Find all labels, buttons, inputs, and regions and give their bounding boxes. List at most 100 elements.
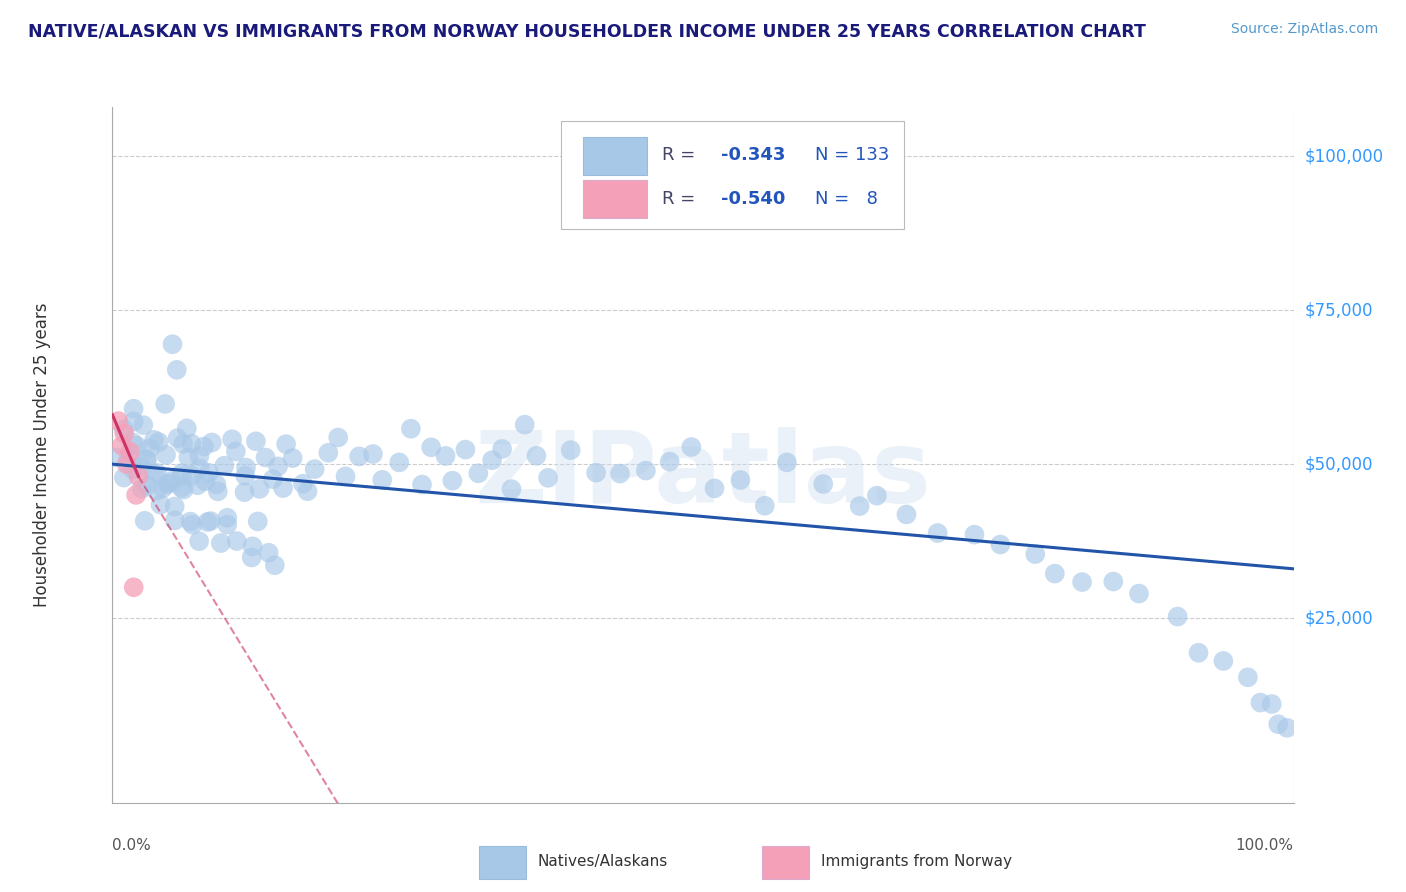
- Point: [988, 537, 1011, 551]
- Point: [152, 481, 174, 495]
- Point: [1071, 574, 1094, 589]
- Point: [181, 517, 204, 532]
- Point: [335, 469, 357, 483]
- Point: [155, 448, 177, 462]
- Point: [297, 484, 319, 499]
- Point: [127, 469, 149, 483]
- Point: [115, 457, 138, 471]
- Point: [112, 422, 135, 436]
- Point: [526, 449, 548, 463]
- Point: [180, 436, 202, 450]
- FancyBboxPatch shape: [582, 180, 648, 218]
- Point: [1275, 721, 1298, 735]
- Point: [166, 363, 188, 377]
- Point: [177, 450, 200, 465]
- Point: [245, 434, 267, 449]
- Point: [163, 500, 186, 514]
- Point: [441, 474, 464, 488]
- Point: [848, 499, 870, 513]
- Point: [927, 526, 949, 541]
- Point: [145, 483, 167, 498]
- Point: [149, 498, 172, 512]
- Point: [122, 401, 145, 416]
- Point: [896, 508, 918, 522]
- Point: [112, 426, 135, 441]
- Point: [388, 455, 411, 469]
- Point: [148, 435, 170, 450]
- Text: Householder Income Under 25 years: Householder Income Under 25 years: [32, 302, 51, 607]
- Point: [117, 450, 139, 465]
- Point: [200, 514, 222, 528]
- Point: [703, 482, 725, 496]
- Text: Source: ZipAtlas.com: Source: ZipAtlas.com: [1230, 22, 1378, 37]
- Point: [242, 539, 264, 553]
- Point: [214, 458, 236, 473]
- Text: N = 133: N = 133: [815, 146, 890, 164]
- Point: [730, 473, 752, 487]
- Point: [188, 534, 211, 549]
- Point: [180, 468, 202, 483]
- Point: [262, 472, 284, 486]
- Point: [205, 477, 228, 491]
- Point: [254, 450, 277, 465]
- Point: [135, 451, 157, 466]
- FancyBboxPatch shape: [582, 136, 648, 175]
- Point: [399, 422, 422, 436]
- Point: [1128, 586, 1150, 600]
- Point: [411, 477, 433, 491]
- Text: R =: R =: [662, 190, 700, 208]
- Point: [156, 477, 179, 491]
- Point: [172, 469, 194, 483]
- Text: -0.540: -0.540: [721, 190, 785, 208]
- Point: [1187, 646, 1209, 660]
- Point: [120, 445, 142, 459]
- Point: [866, 489, 889, 503]
- Point: [481, 453, 503, 467]
- Point: [491, 442, 513, 456]
- Point: [1167, 609, 1189, 624]
- Point: [125, 488, 148, 502]
- Point: [1043, 566, 1066, 581]
- Point: [209, 536, 232, 550]
- Point: [122, 415, 145, 429]
- Point: [501, 482, 523, 496]
- Point: [225, 534, 247, 549]
- Point: [225, 444, 247, 458]
- Point: [160, 474, 183, 488]
- Point: [467, 467, 489, 481]
- FancyBboxPatch shape: [561, 121, 904, 229]
- Point: [131, 482, 153, 496]
- Point: [257, 546, 280, 560]
- Point: [328, 430, 350, 444]
- Text: -0.343: -0.343: [721, 146, 785, 164]
- Point: [129, 459, 152, 474]
- Text: $100,000: $100,000: [1305, 147, 1384, 165]
- Point: [136, 453, 159, 467]
- Point: [1212, 654, 1234, 668]
- Point: [111, 439, 134, 453]
- Point: [217, 510, 239, 524]
- Point: [420, 440, 443, 454]
- Point: [513, 417, 536, 432]
- Point: [143, 433, 166, 447]
- Point: [434, 449, 457, 463]
- Text: ZIPatlas: ZIPatlas: [475, 427, 931, 524]
- Point: [304, 462, 326, 476]
- Point: [249, 482, 271, 496]
- FancyBboxPatch shape: [478, 846, 526, 880]
- Point: [361, 447, 384, 461]
- Point: [658, 455, 681, 469]
- Text: 100.0%: 100.0%: [1236, 838, 1294, 853]
- Point: [139, 442, 162, 456]
- Point: [585, 466, 607, 480]
- Point: [143, 467, 166, 481]
- Point: [125, 439, 148, 453]
- Point: [221, 432, 243, 446]
- Point: [267, 459, 290, 474]
- Text: 0.0%: 0.0%: [112, 838, 152, 853]
- Point: [1267, 717, 1289, 731]
- Point: [316, 446, 339, 460]
- Text: NATIVE/ALASKAN VS IMMIGRANTS FROM NORWAY HOUSEHOLDER INCOME UNDER 25 YEARS CORRE: NATIVE/ALASKAN VS IMMIGRANTS FROM NORWAY…: [28, 22, 1146, 40]
- Point: [754, 499, 776, 513]
- Point: [240, 550, 263, 565]
